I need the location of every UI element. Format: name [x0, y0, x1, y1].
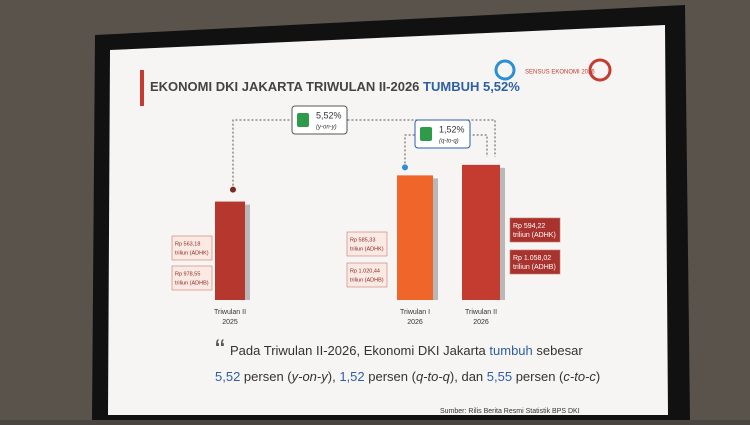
bar — [462, 164, 500, 300]
quote-part: persen ( — [240, 369, 292, 384]
value-box — [171, 235, 213, 261]
value-label: Rp 978,55 — [175, 271, 200, 277]
bar-side — [500, 167, 505, 300]
value-unit: triliun (ADHK) — [175, 250, 209, 256]
value-box — [346, 262, 388, 288]
screen — [108, 25, 668, 415]
quote-mark: “ — [215, 334, 225, 367]
x-label-year: 2026 — [407, 319, 423, 326]
value-box — [171, 265, 213, 291]
quote-part: 5,55 — [487, 369, 512, 384]
quote-part: ) — [596, 369, 600, 384]
quote-part: 5,52 — [215, 369, 240, 384]
bar — [397, 175, 433, 300]
quote-part: ), dan — [450, 369, 487, 384]
x-label: Triwulan II — [214, 309, 246, 316]
x-label-year: 2026 — [473, 319, 489, 326]
growth-icon — [297, 113, 309, 127]
quote-part: persen ( — [365, 369, 417, 384]
quote-part: c-to-c — [563, 369, 596, 384]
value-label: Rp 563,18 — [175, 241, 200, 247]
growth-basis: (q-to-q) — [439, 139, 459, 145]
bar-side — [245, 204, 250, 300]
x-label: Triwulan I — [400, 309, 430, 316]
source: Sumber: Rilis Berita Resmi Statistik BPS… — [440, 408, 580, 415]
value-label: Rp 594,22 — [513, 223, 545, 230]
growth-basis: (y-on-y) — [316, 125, 337, 131]
title-accent — [140, 70, 144, 106]
logo — [588, 58, 612, 82]
x-label: Triwulan II — [465, 309, 497, 316]
value-unit: triliun (ADHB) — [513, 264, 556, 271]
logo — [494, 59, 516, 81]
value-label: Rp 1.020,44 — [350, 268, 380, 274]
value-unit: triliun (ADHK) — [513, 232, 556, 239]
bar — [215, 201, 245, 300]
growth-value: 1,52% — [439, 124, 465, 134]
chart: Triwulan II 2025 Rp 563,18 triliun (ADHK) Rp… — [171, 105, 561, 326]
value-unit: triliun (ADHK) — [350, 246, 384, 252]
quote-part: 1,52 — [339, 369, 364, 384]
quote-part: persen ( — [512, 369, 564, 384]
value-box — [509, 249, 561, 275]
connector — [232, 119, 496, 190]
bar-side — [433, 178, 438, 300]
quote-part: q-to-q — [416, 369, 451, 384]
logo-text: SENSUS EKONOMI 2026 — [525, 70, 595, 76]
value-unit: triliun (ADHB) — [350, 277, 384, 283]
value-unit: triliun (ADHB) — [175, 280, 209, 286]
connector-dot — [230, 186, 236, 193]
quote: Pada Triwulan II-2026, Ekonomi DKI Jakar… — [230, 343, 583, 358]
growth-value: 5,52% — [316, 110, 342, 120]
quote-part: ), — [328, 369, 340, 384]
value-label: Rp 1.058,02 — [513, 255, 551, 262]
value-box — [346, 231, 388, 257]
title: EKONOMI DKI JAKARTA TRIWULAN II-2026 TUM… — [150, 79, 520, 94]
quote: 5,52 persen (y-on-y), 1,52 persen (q-to-… — [215, 369, 600, 384]
connector-dot — [402, 164, 408, 171]
growth-icon — [420, 127, 432, 141]
x-label-year: 2025 — [222, 319, 238, 326]
value-label: Rp 585,33 — [350, 237, 375, 243]
value-box — [509, 217, 561, 243]
quote-part: y-on-y — [291, 369, 330, 384]
